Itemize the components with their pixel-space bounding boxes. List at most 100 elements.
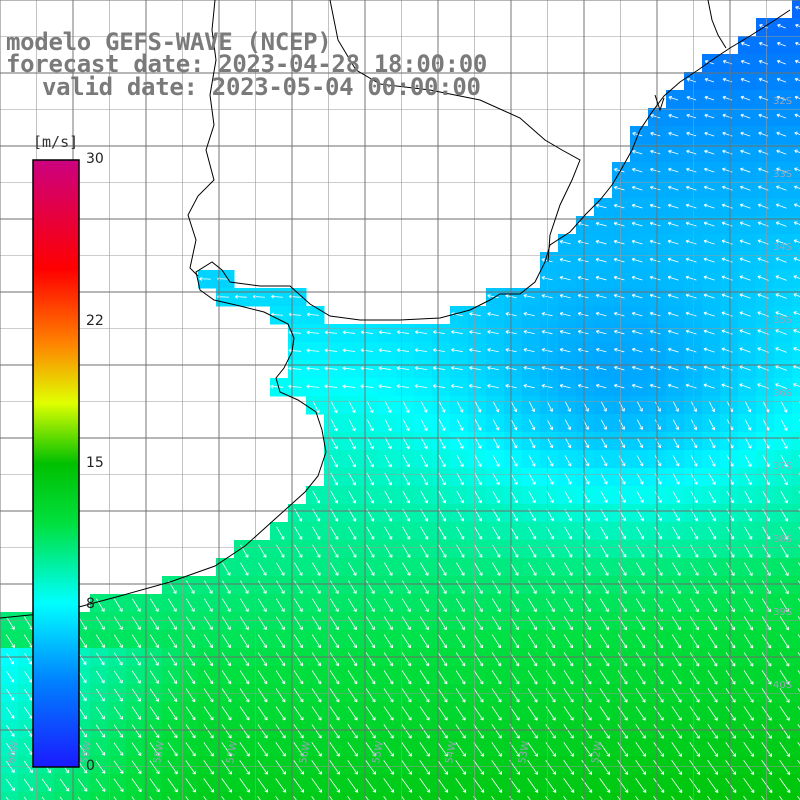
wind-arrow <box>671 777 683 793</box>
longitude-label: 60W <box>6 740 21 764</box>
wind-arrow <box>437 778 449 793</box>
wind-arrow <box>167 670 178 684</box>
wind-cell <box>792 432 800 451</box>
wind-arrow <box>203 796 207 800</box>
wind-arrow <box>599 724 610 739</box>
wind-arrow <box>528 419 536 431</box>
wind-arrow <box>777 41 786 47</box>
wind-cell <box>792 540 800 559</box>
wind-arrow <box>402 562 411 576</box>
wind-arrow <box>275 652 286 667</box>
wind-arrow <box>595 383 607 389</box>
wind-arrow <box>257 724 268 739</box>
wind-arrow <box>342 384 356 389</box>
wind-arrow <box>704 95 715 101</box>
wind-arrow <box>311 706 322 721</box>
wind-arrow <box>703 311 715 317</box>
wind-arrow <box>149 742 160 757</box>
wind-cell <box>540 792 559 800</box>
wind-arrow <box>396 330 410 335</box>
wind-arrow <box>240 562 249 576</box>
wind-arrow <box>487 366 499 371</box>
wind-arrow <box>366 401 374 413</box>
wind-arrow <box>635 706 646 721</box>
wind-arrow <box>438 437 446 449</box>
wind-arrow <box>613 203 625 209</box>
wind-arrow <box>528 562 537 576</box>
wind-arrow <box>707 742 718 757</box>
latitude-label: 40S <box>773 680 792 691</box>
wind-arrow <box>632 365 643 371</box>
wind-arrow <box>722 113 733 119</box>
wind-arrow <box>649 185 661 191</box>
wind-arrow <box>168 580 177 594</box>
wind-arrow <box>293 796 297 800</box>
wind-arrow <box>685 221 697 227</box>
wind-arrow <box>312 400 320 414</box>
wind-arrow <box>527 598 537 613</box>
wind-arrow <box>276 562 285 576</box>
wind-arrow <box>744 526 753 540</box>
wind-arrow <box>600 419 607 430</box>
wind-arrow <box>667 311 679 317</box>
wind-cell <box>792 108 800 127</box>
wind-arrow <box>599 688 610 703</box>
wind-arrow <box>744 455 752 467</box>
wind-arrow <box>686 167 697 173</box>
wind-arrow <box>649 383 661 389</box>
wind-arrow <box>595 365 607 371</box>
wind-arrow <box>528 437 536 449</box>
wind-arrow <box>419 796 423 800</box>
wind-arrow <box>649 221 661 227</box>
wind-arrow <box>631 329 643 335</box>
wind-arrow <box>149 652 159 666</box>
wind-cell <box>396 792 415 800</box>
wind-arrow <box>365 634 375 649</box>
wind-arrow <box>654 437 662 449</box>
wind-arrow <box>437 742 448 757</box>
wind-arrow <box>617 598 627 613</box>
latitude-label: 34S <box>773 242 792 253</box>
colorbar-tick-label: 15 <box>86 454 104 471</box>
wind-cell <box>360 792 379 800</box>
wind-arrow <box>419 706 430 721</box>
wind-arrow <box>487 348 499 353</box>
wind-arrow <box>438 580 447 594</box>
wind-arrow <box>779 742 791 757</box>
wind-arrow <box>347 688 358 703</box>
wind-arrow <box>491 616 501 631</box>
wind-arrow <box>240 544 249 558</box>
wind-arrow <box>383 778 395 793</box>
wind-arrow <box>725 759 737 775</box>
wind-cell <box>792 558 800 577</box>
wind-arrow <box>438 419 446 431</box>
wind-arrow <box>793 257 800 262</box>
wind-arrow <box>776 77 787 83</box>
wind-arrow <box>204 580 213 594</box>
latitude-label: 35S <box>773 315 792 326</box>
wind-cell <box>108 792 127 800</box>
wind-arrow <box>149 760 160 775</box>
wind-arrow <box>329 652 340 667</box>
wind-arrow <box>725 688 736 703</box>
wind-arrow <box>780 490 788 504</box>
wind-arrow <box>577 365 589 371</box>
wind-arrow <box>776 149 787 155</box>
wind-arrow <box>743 670 754 685</box>
wind-arrow <box>204 598 213 612</box>
longitude-label: 57W <box>225 740 240 764</box>
wind-cell <box>594 792 613 800</box>
wind-arrow <box>546 455 554 467</box>
wind-arrow <box>721 275 733 281</box>
wind-cell <box>324 792 343 800</box>
latitude-label: 33S <box>773 169 792 180</box>
wind-arrow <box>780 454 788 468</box>
wind-arrow <box>595 239 607 245</box>
wind-cell <box>792 774 800 793</box>
wind-arrow <box>257 778 269 793</box>
wind-arrow <box>744 562 753 577</box>
longitude-label: 59W <box>79 740 94 764</box>
wind-arrow <box>725 652 736 667</box>
wind-arrow <box>725 742 737 757</box>
wind-arrow <box>510 580 519 594</box>
